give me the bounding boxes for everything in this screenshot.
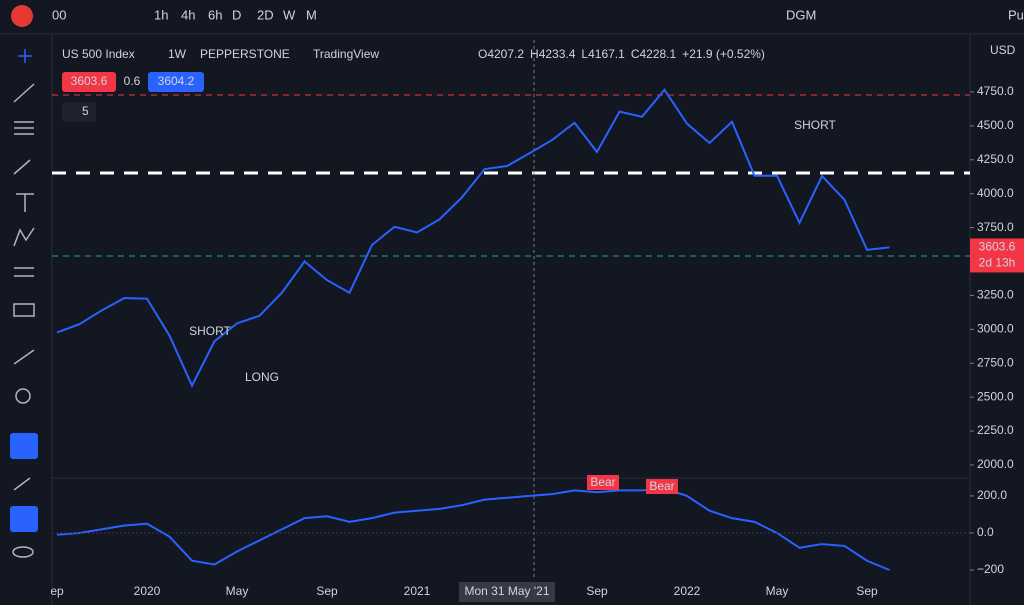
- y-tick-label: 3250.0: [977, 288, 1014, 302]
- top-toolbar: [0, 0, 1024, 34]
- bid: 3603.6: [71, 74, 108, 88]
- x-tick-label: Mon 31 May '21: [464, 584, 549, 598]
- y-tick-label: 0.0: [977, 525, 994, 539]
- source: TradingView: [313, 47, 379, 61]
- zoom-tool[interactable]: [15, 388, 31, 404]
- x-tick-label: ep: [50, 584, 64, 598]
- y-tick-label: 4500.0: [977, 118, 1014, 132]
- toolbar-item[interactable]: D: [232, 7, 241, 22]
- y-tick-label: 4250.0: [977, 152, 1014, 166]
- y-tick-label: 3000.0: [977, 322, 1014, 336]
- toolbar-item[interactable]: DGM: [786, 7, 816, 22]
- price-line: [56, 88, 890, 388]
- annotation: Bear: [649, 479, 674, 493]
- ohlc-value: C4228.1: [631, 47, 677, 61]
- sidebar-icons: [10, 49, 38, 558]
- x-tick-label: Sep: [856, 584, 878, 598]
- toolbar-item[interactable]: 6h: [208, 7, 222, 22]
- ask: 3604.2: [158, 74, 195, 88]
- annotation: SHORT: [189, 324, 231, 338]
- y-tick-label: 2500.0: [977, 389, 1014, 403]
- visibility-tool[interactable]: [12, 546, 34, 558]
- ohlc-value: O4207.2: [478, 47, 524, 61]
- last-price-box: [970, 238, 1024, 273]
- lock-tool[interactable]: [10, 506, 38, 532]
- toolbar-item[interactable]: 2D: [257, 7, 274, 22]
- indicators-box[interactable]: [62, 102, 96, 122]
- fib-tool[interactable]: [14, 121, 34, 135]
- price-line: [56, 487, 890, 571]
- pattern-tool[interactable]: [13, 227, 35, 247]
- x-tick-label: 2021: [404, 584, 431, 598]
- indicator-count: 5: [82, 104, 89, 118]
- ohlc-value: H4233.4: [530, 47, 576, 61]
- signal-box: [587, 475, 619, 490]
- ruler-tool[interactable]: [13, 349, 35, 365]
- draw-mode-tool[interactable]: [13, 477, 31, 491]
- ohlc-value: +21.9 (+0.52%): [682, 47, 765, 61]
- currency-label[interactable]: USD: [990, 43, 1016, 57]
- countdown: 2d 13h: [979, 256, 1016, 270]
- spread: 0.6: [124, 74, 141, 88]
- x-tick-label: May: [226, 584, 249, 598]
- x-tick-label: 2022: [674, 584, 701, 598]
- toolbar-item[interactable]: M: [306, 7, 317, 22]
- toolbar-item[interactable]: 00: [52, 7, 66, 22]
- ask-box[interactable]: [148, 72, 204, 92]
- y-tick-label: 3750.0: [977, 220, 1014, 234]
- crosshair-date-box: [459, 582, 555, 602]
- forecast-tool[interactable]: [14, 267, 34, 277]
- annotation: SHORT: [794, 118, 836, 132]
- x-tick-label: May: [766, 584, 789, 598]
- signal-box: [646, 479, 678, 494]
- annotation: Bear: [590, 475, 615, 489]
- y-tick-label: 2250.0: [977, 423, 1014, 437]
- avatar[interactable]: [11, 5, 33, 27]
- brush-tool[interactable]: [13, 159, 31, 175]
- annotation: LONG: [245, 370, 279, 384]
- ohlc-value: L4167.1: [581, 47, 625, 61]
- text-tool[interactable]: [16, 193, 34, 212]
- y-tick-label: 2000.0: [977, 457, 1014, 471]
- y-tick-label: 200.0: [977, 488, 1007, 502]
- bid-box[interactable]: [62, 72, 116, 92]
- y-tick-label: 4750.0: [977, 84, 1014, 98]
- last-price: 3603.6: [979, 240, 1016, 254]
- x-tick-label: Sep: [586, 584, 608, 598]
- crosshair-tool[interactable]: [18, 49, 32, 63]
- toolbar-item[interactable]: 1h: [154, 7, 168, 22]
- x-tick-label: 2020: [134, 584, 161, 598]
- toolbar-item[interactable]: 4h: [181, 7, 195, 22]
- measure-tool[interactable]: [13, 303, 35, 317]
- interval: 1W: [168, 47, 187, 61]
- toolbar-item[interactable]: Pu: [1008, 7, 1024, 22]
- trendline-tool[interactable]: [13, 83, 35, 103]
- toolbar-item[interactable]: W: [283, 7, 296, 22]
- magnet-tool[interactable]: [10, 433, 38, 459]
- x-tick-label: Sep: [316, 584, 338, 598]
- exchange: PEPPERSTONE: [200, 47, 290, 61]
- symbol: US 500 Index: [62, 47, 135, 61]
- y-tick-label: 2750.0: [977, 355, 1014, 369]
- y-tick-label: 4000.0: [977, 186, 1014, 200]
- y-tick-label: −200: [977, 562, 1004, 576]
